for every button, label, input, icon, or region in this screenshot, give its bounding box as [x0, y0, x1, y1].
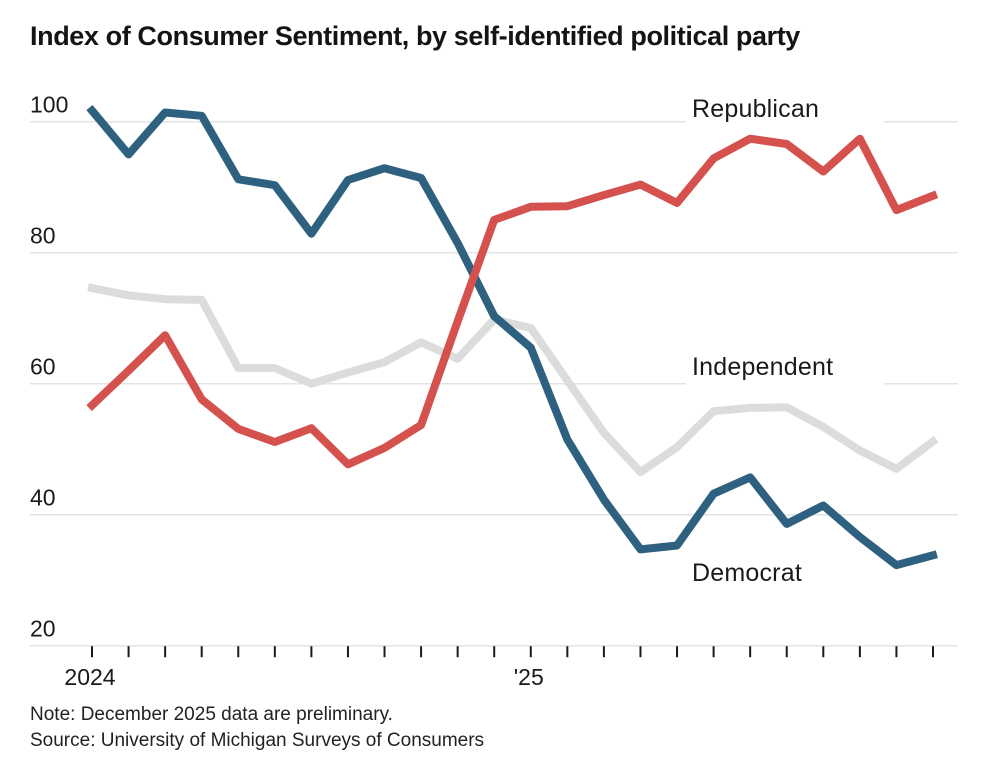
- series-label-democrat: Democrat: [686, 556, 802, 596]
- x-axis-label: '25: [514, 664, 544, 690]
- x-axis-label: 2024: [64, 664, 115, 690]
- y-axis-label: 80: [30, 223, 56, 249]
- y-axis-label: 60: [30, 354, 56, 380]
- series-label-republican: Republican: [686, 92, 884, 132]
- y-axis-label: 100: [30, 92, 68, 118]
- series-line-independent: [87, 283, 939, 477]
- chart-title: Index of Consumer Sentiment, by self-ide…: [30, 21, 800, 51]
- series-line-democrat: [86, 104, 938, 570]
- chart-source: Source: University of Michigan Surveys o…: [30, 730, 485, 751]
- y-axis-label: 20: [30, 616, 56, 642]
- series-label-independent: Independent: [686, 350, 884, 390]
- series-line-republican: [86, 134, 939, 469]
- y-axis-label: 40: [30, 485, 56, 511]
- chart-note: Note: December 2025 data are preliminary…: [30, 704, 393, 725]
